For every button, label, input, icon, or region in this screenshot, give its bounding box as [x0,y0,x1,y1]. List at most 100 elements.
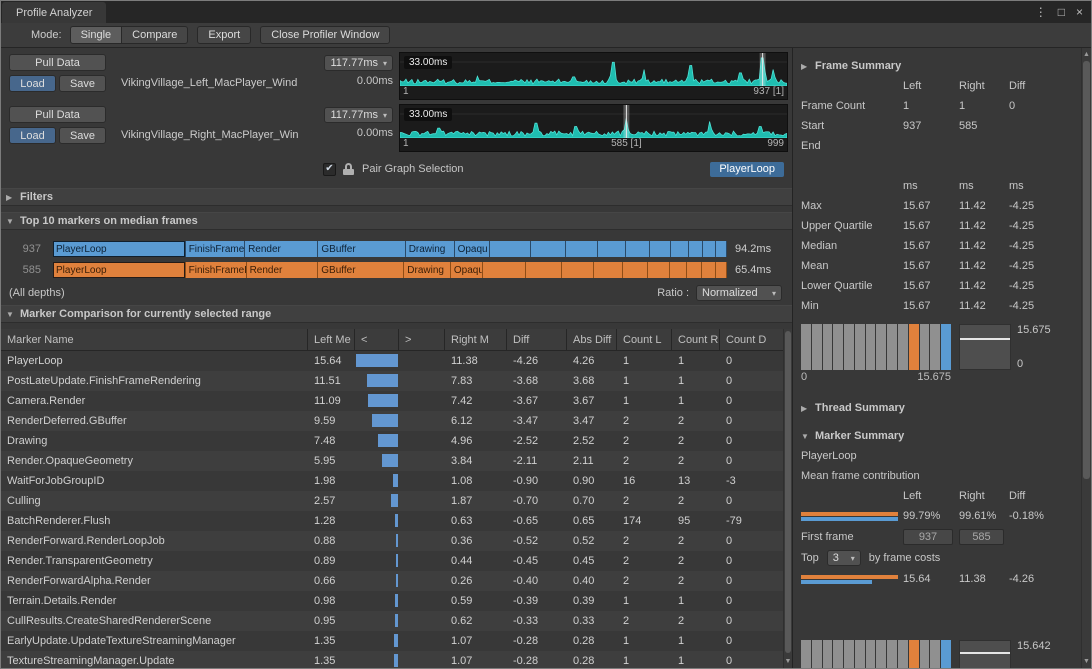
table-header-row[interactable]: Marker NameLeft Me<>Right MDiffAbs DiffC… [1,329,792,351]
close-icon[interactable]: × [1076,6,1083,18]
top10-segment[interactable]: FinishFrameR [186,262,247,278]
top10-segment[interactable]: Render [247,262,319,278]
column-header[interactable]: Count R [672,329,720,350]
scroll-down-icon[interactable]: ▼ [784,658,792,665]
table-row[interactable]: CullResults.CreateSharedRendererScene0.9… [1,611,792,631]
top10-segment[interactable] [598,241,626,257]
top-count-dropdown[interactable]: 3 ▾ [827,550,861,566]
save-button-left[interactable]: Save [59,75,106,92]
top10-segment[interactable] [716,262,727,278]
top10-segment[interactable] [670,262,688,278]
pull-data-button-right[interactable]: Pull Data [9,106,106,123]
top10-segment[interactable] [594,262,623,278]
top10-segment[interactable] [626,241,650,257]
column-header[interactable]: Right M [445,329,507,350]
column-header[interactable]: Diff [507,329,567,350]
table-row[interactable]: Render.OpaqueGeometry5.953.84-2.112.1122… [1,451,792,471]
frame-chart-left-canvas[interactable] [400,53,787,86]
top10-segment[interactable] [716,241,726,257]
column-header[interactable]: > [399,329,445,350]
table-row[interactable]: PlayerLoop15.6411.38-4.264.26110 [1,351,792,371]
column-header[interactable]: Left Me [308,329,355,350]
frame-chart-right-canvas[interactable] [400,105,787,138]
table-row[interactable]: Camera.Render11.097.42-3.673.67110 [1,391,792,411]
frame-time-histogram[interactable] [801,324,951,370]
scrollbar-thumb[interactable] [785,331,791,653]
mode-compare-button[interactable]: Compare [122,26,188,44]
scroll-down-icon[interactable]: ▼ [1082,658,1091,665]
load-button-right[interactable]: Load [9,127,56,144]
column-header[interactable]: Abs Diff [567,329,617,350]
table-row[interactable]: Terrain.Details.Render0.980.59-0.390.391… [1,591,792,611]
pair-graph-selection-checkbox[interactable]: ✔ [323,163,336,176]
column-header[interactable]: Marker Name [1,329,308,350]
first-frame-left-button[interactable]: 937 [903,529,953,545]
scroll-up-icon[interactable]: ▲ [1082,51,1091,58]
top10-segment[interactable] [490,241,532,257]
table-row[interactable]: RenderForward.RenderLoopJob0.880.36-0.52… [1,531,792,551]
table-row[interactable]: Render.TransparentGeometry0.890.44-0.450… [1,551,792,571]
frame-chart-right[interactable]: 33.00ms 1 585 [1] 999 [399,104,788,152]
top10-segment[interactable] [562,262,594,278]
top10-segment[interactable] [687,262,701,278]
frame-chart-left[interactable]: 33.00ms 1 937 [1] [399,52,788,100]
top10-segment[interactable] [531,241,566,257]
top10-segment[interactable]: Render [245,241,318,257]
load-button-left[interactable]: Load [9,75,56,92]
export-button[interactable]: Export [197,26,251,44]
top10-segment[interactable] [566,241,597,257]
top10-segment[interactable]: Drawing [404,262,451,278]
pull-data-button-left[interactable]: Pull Data [9,54,106,71]
marker-comparison-section-header[interactable]: ▼ Marker Comparison for currently select… [1,305,792,323]
table-row[interactable]: BatchRenderer.Flush1.280.63-0.650.651749… [1,511,792,531]
top10-segment[interactable]: GBuffer [318,241,405,257]
mode-single-button[interactable]: Single [70,26,123,44]
top10-segment[interactable]: Opaqu [451,262,483,278]
table-row[interactable]: RenderDeferred.GBuffer9.596.12-3.473.472… [1,411,792,431]
table-row[interactable]: Culling2.571.87-0.700.70220 [1,491,792,511]
top10-segment[interactable] [623,262,648,278]
table-row[interactable]: TextureStreamingManager.Update1.351.07-0… [1,651,792,668]
marker-cost-histogram[interactable] [801,640,951,668]
selected-marker-chip[interactable]: PlayerLoop [710,162,784,177]
save-button-right[interactable]: Save [59,127,106,144]
top10-segment[interactable] [526,262,562,278]
table-row[interactable]: Drawing7.484.96-2.522.52220 [1,431,792,451]
maximize-icon[interactable]: □ [1058,6,1065,18]
top10-segment[interactable]: Drawing [406,241,455,257]
top10-segment[interactable]: PlayerLoop [53,262,186,278]
table-row[interactable]: RenderForwardAlpha.Render0.660.26-0.400.… [1,571,792,591]
window-tab[interactable]: Profile Analyzer [2,2,106,23]
top10-segment[interactable] [648,262,670,278]
table-row[interactable]: WaitForJobGroupID1.981.08-0.900.901613-3 [1,471,792,491]
scale-dropdown-right[interactable]: 117.77ms ▾ [324,107,393,123]
top10-segment[interactable] [671,241,688,257]
kebab-menu-icon[interactable]: ⋮ [1035,6,1047,18]
scrollbar-thumb[interactable] [1083,61,1090,479]
top10-segment[interactable] [703,241,717,257]
column-header[interactable]: Count D [720,329,792,350]
scale-dropdown-left[interactable]: 117.77ms ▾ [324,55,393,71]
column-header[interactable]: Count L [617,329,672,350]
top10-segment[interactable]: FinishFrameR [186,241,245,257]
table-row[interactable]: PostLateUpdate.FinishFrameRendering11.51… [1,371,792,391]
top10-segment[interactable] [650,241,671,257]
left-panel-scrollbar[interactable]: ▼ [783,329,792,668]
thread-summary-header[interactable]: ▶ Thread Summary [801,398,1077,418]
top10-segment[interactable]: GBuffer [318,262,404,278]
top10-segment[interactable] [689,241,703,257]
top10-segment[interactable]: Opaqu [455,241,490,257]
column-header[interactable]: < [355,329,399,350]
top10-segment[interactable]: PlayerLoop [53,241,186,257]
filters-section-header[interactable]: ▶ Filters [1,188,792,206]
top10-segment[interactable] [702,262,716,278]
table-row[interactable]: EarlyUpdate.UpdateTextureStreamingManage… [1,631,792,651]
right-panel-scrollbar[interactable]: ▲ ▼ [1081,48,1091,668]
first-frame-right-button[interactable]: 585 [959,529,1004,545]
top10-segment[interactable] [483,262,526,278]
ratio-dropdown[interactable]: Normalized ▾ [696,285,782,301]
close-profiler-window-button[interactable]: Close Profiler Window [260,26,390,44]
marker-summary-header[interactable]: ▼ Marker Summary [801,426,1077,446]
top10-section-header[interactable]: ▼ Top 10 markers on median frames [1,212,792,230]
frame-summary-header[interactable]: ▶ Frame Summary [801,56,1077,76]
